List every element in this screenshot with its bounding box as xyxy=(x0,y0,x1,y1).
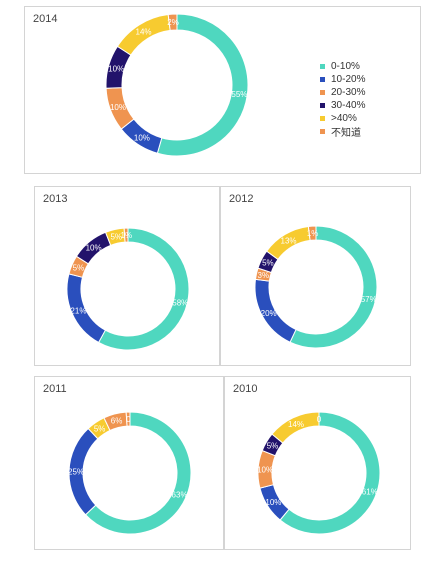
data-label: 61% xyxy=(362,487,378,496)
data-label: 5% xyxy=(267,442,279,451)
data-label: 10% xyxy=(134,133,150,142)
donut-slice xyxy=(84,411,192,535)
chart-title-2014: 2014 xyxy=(33,13,58,25)
panel-2014: 2014 55% 10% 10% 10% 14% 2% 0-10% 10-20% 20-3… xyxy=(24,6,421,174)
data-label: 10% xyxy=(108,65,124,74)
data-label: 5% xyxy=(94,424,106,433)
chart-title-2012: 2012 xyxy=(229,193,254,205)
legend-label: 不知道 xyxy=(331,128,361,139)
data-label: 3% xyxy=(258,271,270,280)
data-label: 14% xyxy=(136,28,152,37)
data-label: 5% xyxy=(110,232,122,241)
donut-slice xyxy=(271,411,320,444)
legend: 0-10% 10-20% 20-30% 30-40% >40% 不知道 xyxy=(320,60,365,139)
data-label: 21% xyxy=(70,306,86,315)
data-label: 13% xyxy=(281,237,297,246)
legend-swatch xyxy=(320,103,325,108)
legend-item-unknown: 不知道 xyxy=(320,125,365,139)
chart-title-2011: 2011 xyxy=(43,383,67,395)
donut-slice xyxy=(307,225,317,241)
donut-chart-2013: 58%21%5%10%5%1% xyxy=(66,227,190,351)
chart-title-2010: 2010 xyxy=(233,383,258,395)
data-label: 10% xyxy=(265,498,281,507)
legend-label: 0-10% xyxy=(331,61,360,72)
data-label: 2% xyxy=(167,18,179,27)
legend-label: 30-40% xyxy=(331,100,366,111)
data-label: 5% xyxy=(73,264,85,273)
legend-item-10-20: 10-20% xyxy=(320,73,365,86)
data-label: 58% xyxy=(172,298,188,307)
panel-2013: 2013 58% 21% 5% 10% 5% 1% xyxy=(34,186,220,366)
donut-chart-2011: 63% 25% 5% 6% 0 xyxy=(68,411,192,535)
legend-swatch xyxy=(320,77,325,82)
data-label: 5% xyxy=(262,258,274,267)
donut-chart-2014: 55% 10% 10% 10% 14% 2% xyxy=(105,13,249,157)
data-label: 1% xyxy=(121,231,133,240)
donut-slice xyxy=(123,227,129,243)
legend-item-40-plus: >40% xyxy=(320,112,365,125)
donut-slice xyxy=(167,13,178,31)
panel-2012: 2012 57% 20% 3% 5% 13% 1% xyxy=(220,186,411,366)
data-label: 25% xyxy=(68,467,84,476)
donut-chart-2010: 61% 10% 10% 5% 14% 0 xyxy=(257,411,381,535)
legend-label: >40% xyxy=(331,113,357,124)
data-label: 55% xyxy=(231,90,247,99)
data-label: 63% xyxy=(172,490,188,499)
donut-slice xyxy=(156,13,249,157)
legend-swatch xyxy=(320,129,325,134)
donut-chart-2012: 57% 20% 3% 5% 13% 1% xyxy=(254,225,378,349)
data-label: 20% xyxy=(261,309,277,318)
legend-label: 10-20% xyxy=(331,74,366,85)
data-label: 0 xyxy=(317,415,322,424)
legend-swatch xyxy=(320,116,325,121)
data-label: 6% xyxy=(111,417,123,426)
data-label: 14% xyxy=(288,420,304,429)
donut-slice xyxy=(97,227,190,351)
data-label: 0 xyxy=(126,415,131,424)
legend-swatch xyxy=(320,64,325,69)
legend-item-20-30: 20-30% xyxy=(320,86,365,99)
data-label: 10% xyxy=(86,243,102,252)
legend-swatch xyxy=(320,90,325,95)
legend-label: 20-30% xyxy=(331,87,366,98)
chart-title-2013: 2013 xyxy=(43,193,68,205)
data-label: 57% xyxy=(361,295,377,304)
panel-2010: 2010 61% 10% 10% 5% 14% 0 xyxy=(224,376,411,550)
data-label: 10% xyxy=(257,466,273,475)
data-label: 10% xyxy=(110,103,126,112)
donut-slice xyxy=(289,225,378,349)
donut-slice xyxy=(125,411,131,427)
panel-2011: 2011 63% 25% 5% 6% 0 xyxy=(34,376,224,550)
legend-item-0-10: 0-10% xyxy=(320,60,365,73)
data-label: 1% xyxy=(307,229,319,238)
legend-item-30-40: 30-40% xyxy=(320,99,365,112)
